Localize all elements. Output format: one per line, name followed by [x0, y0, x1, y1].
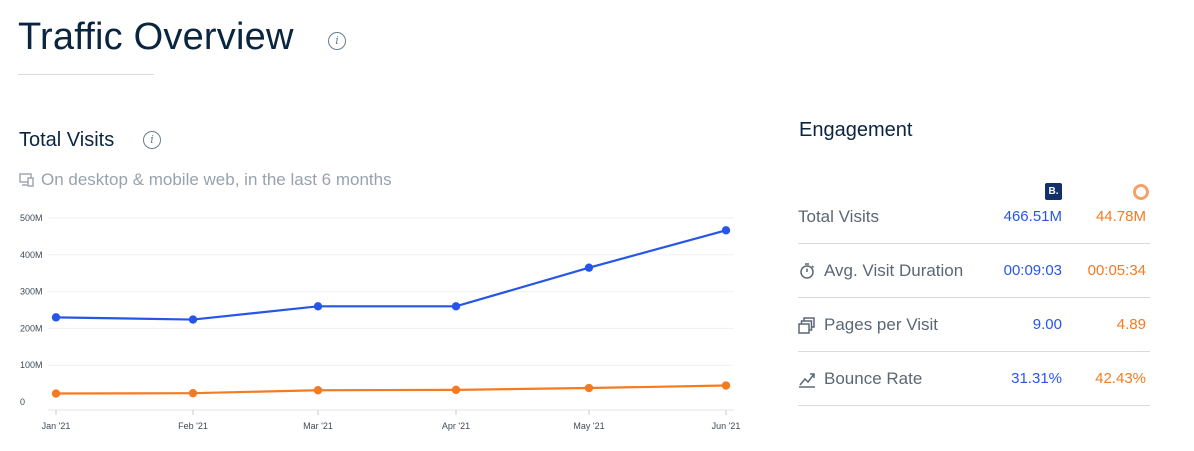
series-2-point — [51, 389, 61, 398]
y-tick-label: 0 — [20, 397, 25, 407]
site2-value: 4.89 — [1116, 316, 1146, 333]
series-2-point — [188, 388, 198, 398]
pages-per-visit-label: Pages per Visit — [824, 314, 939, 334]
site1-value: 466.51M — [1003, 208, 1062, 225]
title-info-icon[interactable]: i — [328, 32, 346, 50]
engagement-row-bounce-rate: Bounce Rate 31.31% 42.43% — [798, 352, 1150, 406]
x-tick-label: May '21 — [573, 421, 604, 431]
engagement-label: Pages per Visit — [798, 298, 938, 351]
y-tick-label: 300M — [20, 287, 43, 297]
bounce-icon — [799, 372, 815, 388]
devices-icon — [19, 173, 34, 187]
y-tick-label: 100M — [20, 360, 43, 370]
x-tick-label: Feb '21 — [178, 421, 208, 431]
engagement-label: Total Visits — [798, 190, 879, 243]
engagement-title: Engagement — [799, 119, 913, 141]
y-tick-label: 500M — [20, 213, 43, 223]
series-1-point — [721, 226, 731, 235]
series-1-point — [584, 263, 594, 272]
total-visits-label: Total Visits — [798, 206, 879, 226]
x-tick-label: Apr '21 — [442, 421, 470, 431]
series-2-point — [313, 386, 323, 395]
site1-value: 31.31% — [1011, 370, 1062, 387]
total-visits-chart: 0 100M 200M 300M 400M 500M Jan '21 Feb '21 Mar '… — [20, 213, 741, 431]
series-2-point — [721, 381, 731, 390]
y-tick-label: 400M — [20, 250, 43, 260]
total-visits-info-icon[interactable]: i — [143, 131, 161, 149]
subtitle-text: On desktop & mobile web, in the last 6 m… — [41, 170, 392, 189]
bounce-rate-label: Bounce Rate — [824, 368, 923, 388]
site1-value: 9.00 — [1032, 316, 1062, 333]
x-tick-label: Mar '21 — [303, 421, 333, 431]
page-title: Traffic Overview — [18, 16, 294, 58]
pages-icon — [798, 316, 815, 334]
orange-ring-icon — [1133, 184, 1149, 200]
series-2-point — [584, 383, 594, 393]
title-underline — [18, 74, 154, 75]
stopwatch-icon — [800, 262, 815, 279]
engagement-label: Bounce Rate — [798, 352, 922, 405]
x-tick-label: Jun '21 — [712, 421, 741, 431]
series-2-line — [55, 384, 727, 395]
x-tick-label: Jan '21 — [42, 421, 71, 431]
engagement-row-pages-per-visit: Pages per Visit 9.00 4.89 — [798, 298, 1150, 352]
series-1-point — [313, 302, 323, 311]
total-visits-subtitle: On desktop & mobile web, in the last 6 m… — [19, 170, 392, 190]
series-1-point — [188, 315, 198, 324]
series-1-line — [55, 229, 727, 321]
site2-value: 00:05:34 — [1087, 262, 1146, 279]
site2-value: 44.78M — [1095, 208, 1146, 225]
engagement-row-avg-visit-duration: Avg. Visit Duration 00:09:03 00:05:34 — [798, 244, 1150, 298]
engagement-row-total-visits: Total Visits 466.51M 44.78M — [798, 190, 1150, 244]
series-1-point — [51, 313, 61, 322]
avg-visit-duration-label: Avg. Visit Duration — [824, 260, 964, 280]
series-1-point — [451, 302, 461, 311]
engagement-label: Avg. Visit Duration — [798, 244, 963, 297]
total-visits-title: Total Visits — [19, 129, 115, 151]
series-2-point — [451, 385, 461, 395]
y-tick-label: 200M — [20, 323, 43, 333]
site1-legend-badge: B. — [1045, 183, 1062, 200]
site2-value: 42.43% — [1095, 370, 1146, 387]
site1-value: 00:09:03 — [1003, 262, 1062, 279]
